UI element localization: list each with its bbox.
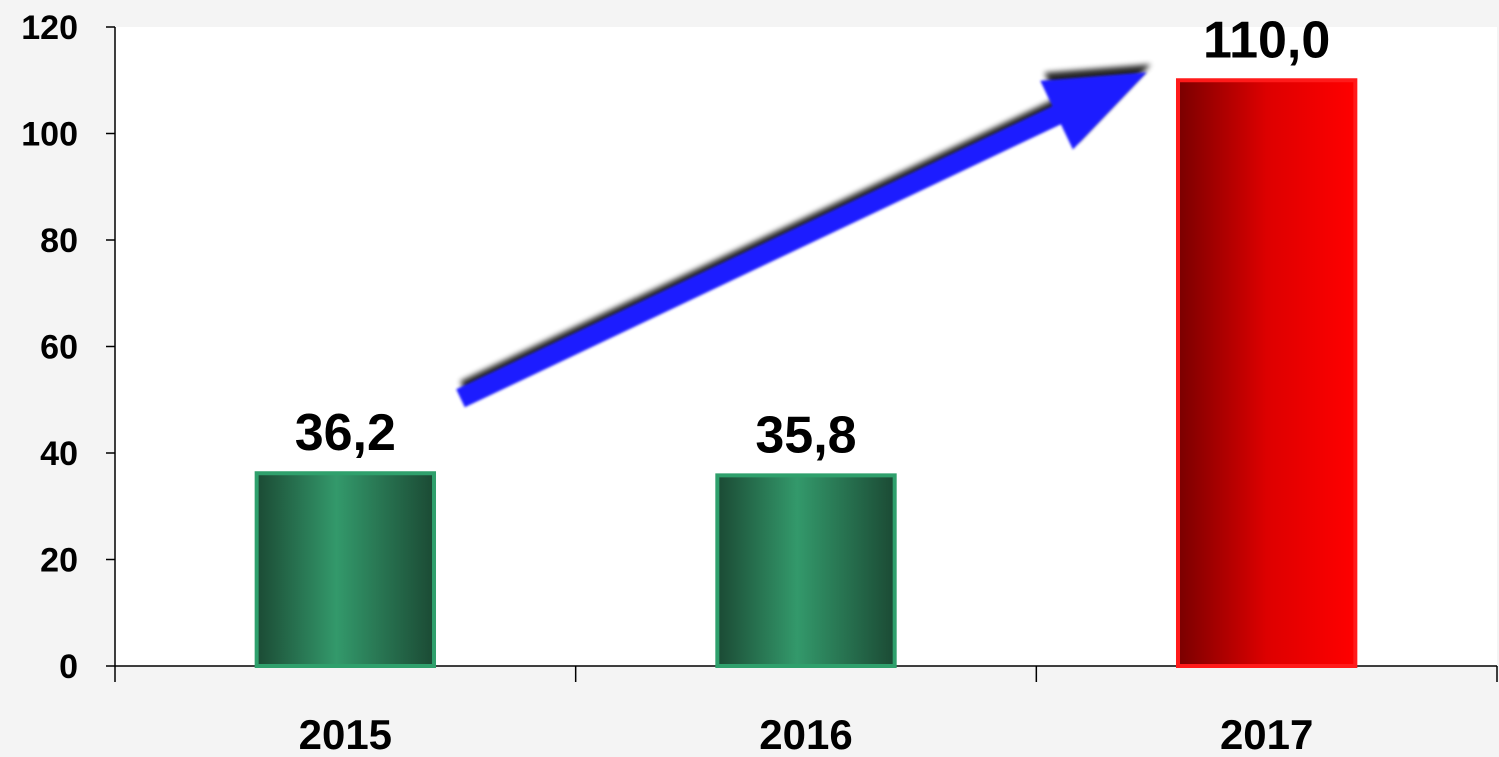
y-tick-label: 0 — [59, 648, 78, 686]
y-tick-label: 20 — [40, 542, 78, 580]
value-label-2017: 110,0 — [1203, 11, 1330, 69]
x-tick-label-2017: 2017 — [1220, 711, 1313, 757]
y-tick-label: 100 — [21, 116, 78, 154]
value-label-2016: 35,8 — [755, 406, 856, 464]
x-tick-label-2016: 2016 — [759, 711, 852, 757]
y-tick-label: 120 — [21, 9, 78, 47]
x-tick-label-2015: 2015 — [299, 711, 392, 757]
bar-2017 — [1175, 78, 1358, 668]
y-tick-label: 80 — [40, 222, 78, 260]
bar-2015 — [254, 471, 437, 668]
y-tick-label: 40 — [40, 435, 78, 473]
value-label-2015: 36,2 — [295, 404, 396, 462]
y-tick-label: 60 — [40, 329, 78, 367]
bar-2016 — [715, 473, 897, 668]
trend-arrow-icon — [456, 72, 1147, 408]
